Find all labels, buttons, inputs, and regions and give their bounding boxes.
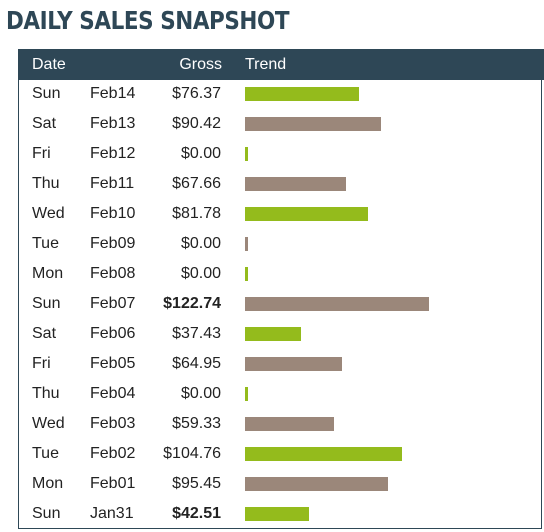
- trend-bar: [245, 87, 360, 101]
- day-cell: Mon: [32, 475, 64, 492]
- day-cell: Tue: [32, 235, 59, 252]
- column-header: Trend: [245, 56, 287, 73]
- trend-bar: [245, 387, 248, 401]
- gross-cell: $0.00: [180, 385, 221, 402]
- day-cell: Sun: [32, 295, 61, 312]
- gross-cell: $0.00: [180, 235, 221, 252]
- date-cell: Feb11: [90, 175, 135, 192]
- date-cell: Feb01: [90, 475, 136, 492]
- date-cell: Feb03: [90, 415, 136, 432]
- date-cell: Feb12: [90, 145, 136, 162]
- gross-cell: $122.74: [163, 295, 221, 312]
- date-cell: Feb13: [90, 115, 136, 132]
- gross-cell: $90.42: [172, 115, 221, 132]
- day-cell: Fri: [32, 145, 51, 162]
- table-row: Thu Feb04 $0.00: [0, 379, 544, 409]
- day-cell: Sun: [32, 85, 61, 102]
- date-cell: Feb06: [90, 325, 136, 342]
- table-row: Mon Feb08 $0.00: [0, 259, 544, 289]
- table-row: Tue Feb09 $0.00: [0, 229, 544, 259]
- date-cell: Feb02: [90, 445, 136, 462]
- day-cell: Mon: [32, 265, 64, 282]
- gross-cell: $95.45: [172, 475, 221, 492]
- day-cell: Thu: [32, 385, 60, 402]
- day-cell: Wed: [32, 415, 65, 432]
- gross-cell: $0.00: [180, 145, 221, 162]
- gross-cell: $42.51: [172, 505, 221, 522]
- table-row: Sat Feb13 $90.42: [0, 109, 544, 139]
- table-row: Wed Feb10 $81.78: [0, 199, 544, 229]
- trend-bar: [245, 357, 343, 371]
- table-row: Thu Feb11 $67.66: [0, 169, 544, 199]
- table-row: Fri Feb05 $64.95: [0, 349, 544, 379]
- day-cell: Tue: [32, 445, 59, 462]
- gross-cell: $64.95: [172, 355, 221, 372]
- trend-bar: [245, 267, 248, 281]
- trend-bar: [245, 417, 334, 431]
- gross-cell: $67.66: [172, 175, 221, 192]
- date-cell: Feb04: [90, 385, 136, 402]
- table-row: Sun Feb07 $122.74: [0, 289, 544, 319]
- trend-bar: [245, 297, 429, 311]
- title: DAILY SALES SNAPSHOT: [6, 6, 290, 35]
- date-cell: Feb14: [90, 85, 136, 102]
- date-cell: Jan31: [90, 505, 134, 522]
- column-header: Date: [32, 56, 66, 73]
- table-row: Sat Feb06 $37.43: [0, 319, 544, 349]
- date-cell: Feb05: [90, 355, 136, 372]
- day-cell: Wed: [32, 205, 65, 222]
- table-row: Wed Feb03 $59.33: [0, 409, 544, 439]
- day-cell: Sat: [32, 325, 57, 342]
- date-cell: Feb09: [90, 235, 136, 252]
- day-cell: Sun: [32, 505, 61, 522]
- table-row: Mon Feb01 $95.45: [0, 469, 544, 499]
- table-border: [18, 49, 542, 529]
- gross-cell: $0.00: [180, 265, 221, 282]
- column-header: Gross: [179, 56, 222, 73]
- trend-bar: [245, 177, 347, 191]
- trend-bar: [245, 117, 381, 131]
- trend-bar: [245, 327, 302, 341]
- gross-cell: $81.78: [172, 205, 221, 222]
- table-row: Tue Feb02 $104.76: [0, 439, 544, 469]
- gross-cell: $59.33: [172, 415, 221, 432]
- table-header: Date Gross Trend: [18, 49, 544, 80]
- table-row: Fri Feb12 $0.00: [0, 139, 544, 169]
- trend-bar: [245, 147, 248, 161]
- table-row: Sun Jan31 $42.51: [0, 499, 544, 529]
- date-cell: Feb07: [90, 295, 136, 312]
- table-row: Sun Feb14 $76.37: [0, 79, 544, 109]
- gross-cell: $104.76: [163, 445, 221, 462]
- trend-bar: [245, 447, 403, 461]
- day-cell: Fri: [32, 355, 51, 372]
- trend-bar: [245, 207, 368, 221]
- day-cell: Sat: [32, 115, 57, 132]
- trend-bar: [245, 237, 248, 251]
- date-cell: Feb08: [90, 265, 136, 282]
- gross-cell: $76.37: [172, 85, 221, 102]
- day-cell: Thu: [32, 175, 60, 192]
- trend-bar: [245, 477, 389, 491]
- gross-cell: $37.43: [172, 325, 221, 342]
- date-cell: Feb10: [90, 205, 136, 222]
- trend-bar: [245, 507, 309, 521]
